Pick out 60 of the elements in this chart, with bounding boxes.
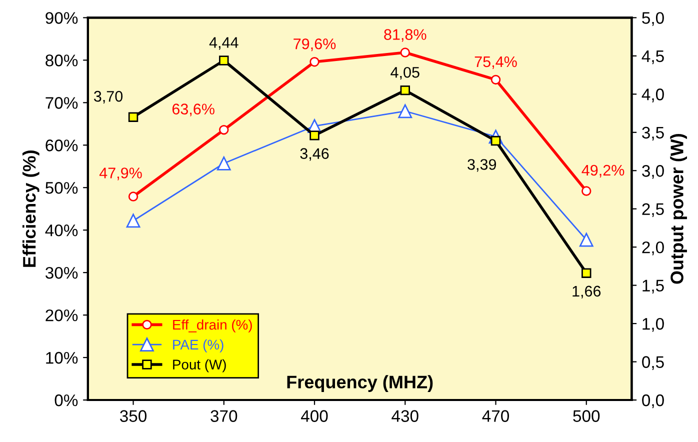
y-tick-label: 80% (46, 54, 78, 66)
point (490, 74, 501, 85)
point (579, 232, 594, 247)
y2-tick-label: 0,5 (642, 356, 664, 370)
legend-label: Eff_drain (%) (173, 319, 252, 332)
x-tick-label: 370 (210, 410, 238, 422)
point (398, 104, 412, 118)
x-tick-label: 350 (120, 410, 147, 422)
point (310, 57, 320, 67)
data-label: 75,4% (474, 56, 517, 69)
x-tick-label: 470 (482, 410, 510, 422)
y-tick-label: 40% (45, 224, 78, 236)
y2-tick-label: 2,0 (642, 241, 664, 256)
data-label: 3,39 (468, 159, 496, 172)
y-tick-label: 70% (46, 97, 78, 109)
data-label: 63,6% (172, 104, 214, 116)
x-tick-label: 430 (392, 410, 418, 422)
x-tick-label: 400 (300, 410, 328, 422)
point (310, 130, 320, 140)
y2-axis-title: Output power (W) (670, 134, 687, 284)
y-axis-title: Efficiency (%) (22, 150, 40, 267)
y-tick-label: 0% (54, 394, 78, 406)
y-tick-label: 20% (46, 309, 78, 322)
point (128, 192, 138, 202)
data-label: 49,2% (582, 164, 624, 178)
legend-label: Pout (W) (173, 359, 226, 372)
point (219, 56, 229, 66)
y-tick-label: 30% (46, 266, 78, 279)
y2-tick-label: 1,5 (642, 280, 664, 294)
data-label: 3,46 (300, 148, 329, 161)
data-label: 79,6% (294, 38, 336, 52)
x-tick-label: 500 (573, 410, 600, 422)
point (582, 268, 592, 278)
x-axis-title: Frequency (MHZ) (287, 375, 433, 392)
point (216, 156, 231, 170)
y2-tick-label: 1,0 (642, 318, 664, 332)
data-label: 47,9% (99, 168, 142, 180)
y-tick-label: 60% (46, 140, 78, 152)
legend-label: PAE (%) (173, 339, 224, 352)
y2-tick-label: 4,0 (642, 88, 664, 102)
y2-tick-label: 0,0 (642, 394, 664, 408)
point (128, 112, 138, 122)
y2-tick-label: 3,0 (642, 165, 664, 179)
point (219, 124, 229, 135)
y-tick-label: 50% (46, 182, 78, 194)
y2-tick-label: 3,5 (642, 126, 664, 141)
point (400, 48, 410, 58)
y2-tick-label: 2,5 (642, 203, 664, 218)
data-label: 3,70 (94, 90, 123, 104)
data-label: 4,44 (209, 37, 238, 50)
point (582, 186, 592, 196)
point (400, 85, 410, 96)
point (126, 214, 140, 228)
y-tick-label: 10% (46, 352, 78, 364)
y2-tick-label: 5,0 (642, 12, 664, 26)
data-label: 1,66 (572, 286, 601, 298)
y2-tick-label: 4,5 (642, 50, 664, 64)
data-label: 81,8% (384, 29, 426, 42)
y-tick-label: 90% (46, 12, 78, 24)
data-label: 4,05 (390, 66, 420, 80)
